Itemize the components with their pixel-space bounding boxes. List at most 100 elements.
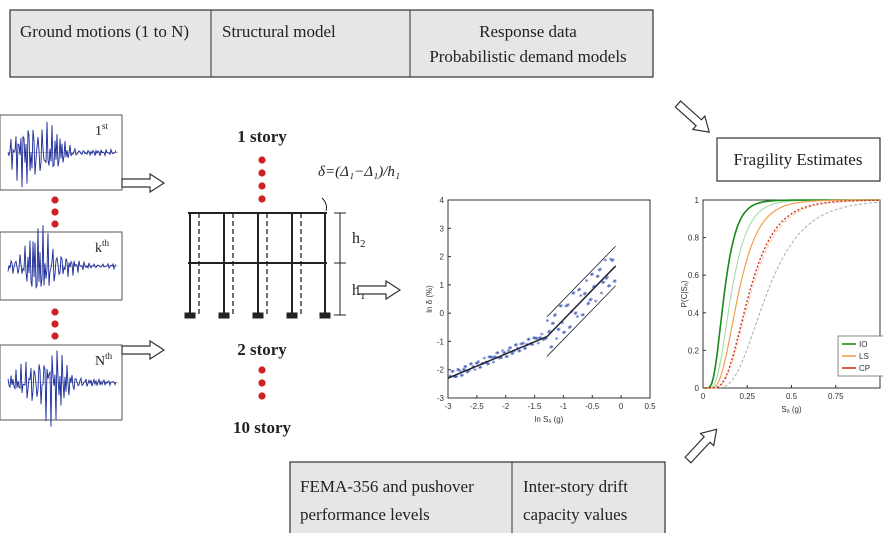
scatter-point: * bbox=[521, 340, 525, 349]
red-dot bbox=[51, 208, 59, 216]
scatter-point: * bbox=[491, 359, 495, 368]
scatter-point: * bbox=[540, 331, 544, 340]
scatter-point: * bbox=[568, 324, 572, 333]
red-dot bbox=[258, 156, 266, 164]
record-sup: st bbox=[102, 121, 109, 131]
scatter-point: * bbox=[589, 296, 593, 305]
record-trace bbox=[7, 350, 117, 427]
scatter-point: * bbox=[577, 287, 581, 296]
scatter-point: * bbox=[604, 275, 608, 284]
scatter-point: * bbox=[585, 278, 589, 287]
scatter-point: * bbox=[557, 326, 561, 335]
scatter-point: * bbox=[511, 350, 515, 359]
scatter-point: * bbox=[489, 354, 493, 363]
scatter-point: * bbox=[501, 348, 505, 357]
x-tick-label: 0 bbox=[701, 392, 706, 401]
scatter-point: * bbox=[487, 360, 491, 369]
y-tick-label: 0.6 bbox=[688, 271, 700, 280]
scatter-point: * bbox=[590, 271, 594, 280]
scatter-point: * bbox=[565, 303, 569, 312]
height-sub: 1 bbox=[360, 290, 366, 302]
record-label: kth bbox=[95, 238, 110, 256]
scatter-point: * bbox=[574, 309, 578, 318]
scatter-point: * bbox=[570, 308, 574, 317]
scatter-point: * bbox=[451, 368, 455, 377]
height-sub: 2 bbox=[360, 238, 366, 250]
y-tick-label: 1 bbox=[695, 196, 700, 205]
height-base: h bbox=[352, 230, 360, 247]
capacity-text: FEMA-356 and pushover bbox=[300, 477, 474, 496]
scatter-point: * bbox=[484, 360, 488, 369]
scatter-point: * bbox=[478, 364, 482, 373]
scatter-point: * bbox=[605, 274, 609, 283]
trend-line bbox=[447, 335, 548, 379]
red-dot bbox=[51, 320, 59, 328]
red-dot bbox=[258, 379, 266, 387]
scatter-point: * bbox=[509, 345, 513, 354]
scatter-point: * bbox=[504, 354, 508, 363]
scatter-point: * bbox=[598, 266, 602, 275]
scatter-point: * bbox=[560, 319, 564, 328]
scatter-point: * bbox=[533, 335, 537, 344]
scatter-point: * bbox=[528, 341, 532, 350]
scatter-point: * bbox=[573, 310, 577, 319]
red-dot bbox=[51, 308, 59, 316]
scatter-point: * bbox=[508, 345, 512, 354]
scatter-point: * bbox=[529, 341, 533, 350]
legend-label: LS bbox=[859, 352, 869, 361]
x-tick-label: 0 bbox=[619, 402, 624, 411]
capacity-text: capacity values bbox=[523, 505, 627, 524]
support bbox=[319, 312, 331, 319]
y-tick-label: 0.4 bbox=[688, 309, 700, 318]
fragility-curve bbox=[704, 201, 881, 389]
scatter-point: * bbox=[477, 359, 481, 368]
scatter-point: * bbox=[546, 317, 550, 326]
scatter-point: * bbox=[534, 336, 538, 345]
scatter-point: * bbox=[595, 273, 599, 282]
height-label: h1 bbox=[352, 282, 366, 302]
scatter-point: * bbox=[469, 361, 473, 370]
scatter-point: * bbox=[482, 355, 486, 364]
scatter-point: * bbox=[517, 348, 521, 357]
scatter-point: * bbox=[479, 364, 483, 373]
scatter-point: * bbox=[467, 367, 471, 376]
scatter-point: * bbox=[520, 341, 524, 350]
scatter-point: * bbox=[457, 366, 461, 375]
scatter-point: * bbox=[550, 321, 554, 330]
height-base: h bbox=[352, 282, 360, 299]
y-tick-label: -2 bbox=[437, 366, 445, 375]
scatter-point: * bbox=[580, 312, 584, 321]
scatter-point: * bbox=[583, 290, 587, 299]
y-tick-label: -1 bbox=[437, 337, 445, 346]
fragility-curve bbox=[704, 199, 880, 389]
scatter-point: * bbox=[518, 348, 522, 357]
arrow bbox=[121, 340, 165, 360]
red-dot bbox=[258, 366, 266, 374]
scatter-point: * bbox=[480, 361, 484, 370]
y-tick-label: 0.8 bbox=[688, 234, 700, 243]
scatter-point: * bbox=[558, 303, 562, 312]
scatter-point: * bbox=[523, 346, 527, 355]
y-axis-label: ln δ (%) bbox=[425, 285, 434, 313]
scatter-point: * bbox=[602, 279, 606, 288]
story-label: 10 story bbox=[233, 418, 292, 437]
scatter-point: * bbox=[496, 349, 500, 358]
x-tick-label: 0.5 bbox=[644, 402, 656, 411]
support bbox=[286, 312, 298, 319]
scatter-point: * bbox=[542, 336, 546, 345]
red-dot bbox=[258, 195, 266, 203]
scatter-point: * bbox=[506, 347, 510, 356]
height-label: h2 bbox=[352, 230, 366, 250]
red-dot bbox=[51, 220, 59, 228]
y-tick-label: 0 bbox=[695, 384, 700, 393]
scatter-point: * bbox=[481, 360, 485, 369]
scatter-point: * bbox=[526, 336, 530, 345]
fragility-box bbox=[716, 137, 881, 182]
scatter-point: * bbox=[559, 302, 563, 311]
x-axis-label: Sₐ (g) bbox=[781, 405, 802, 414]
record-base: 1 bbox=[95, 124, 102, 139]
scatter-point: * bbox=[589, 272, 593, 281]
scatter-point: * bbox=[586, 301, 590, 310]
scatter-point: * bbox=[575, 313, 579, 322]
arrow bbox=[680, 422, 724, 467]
